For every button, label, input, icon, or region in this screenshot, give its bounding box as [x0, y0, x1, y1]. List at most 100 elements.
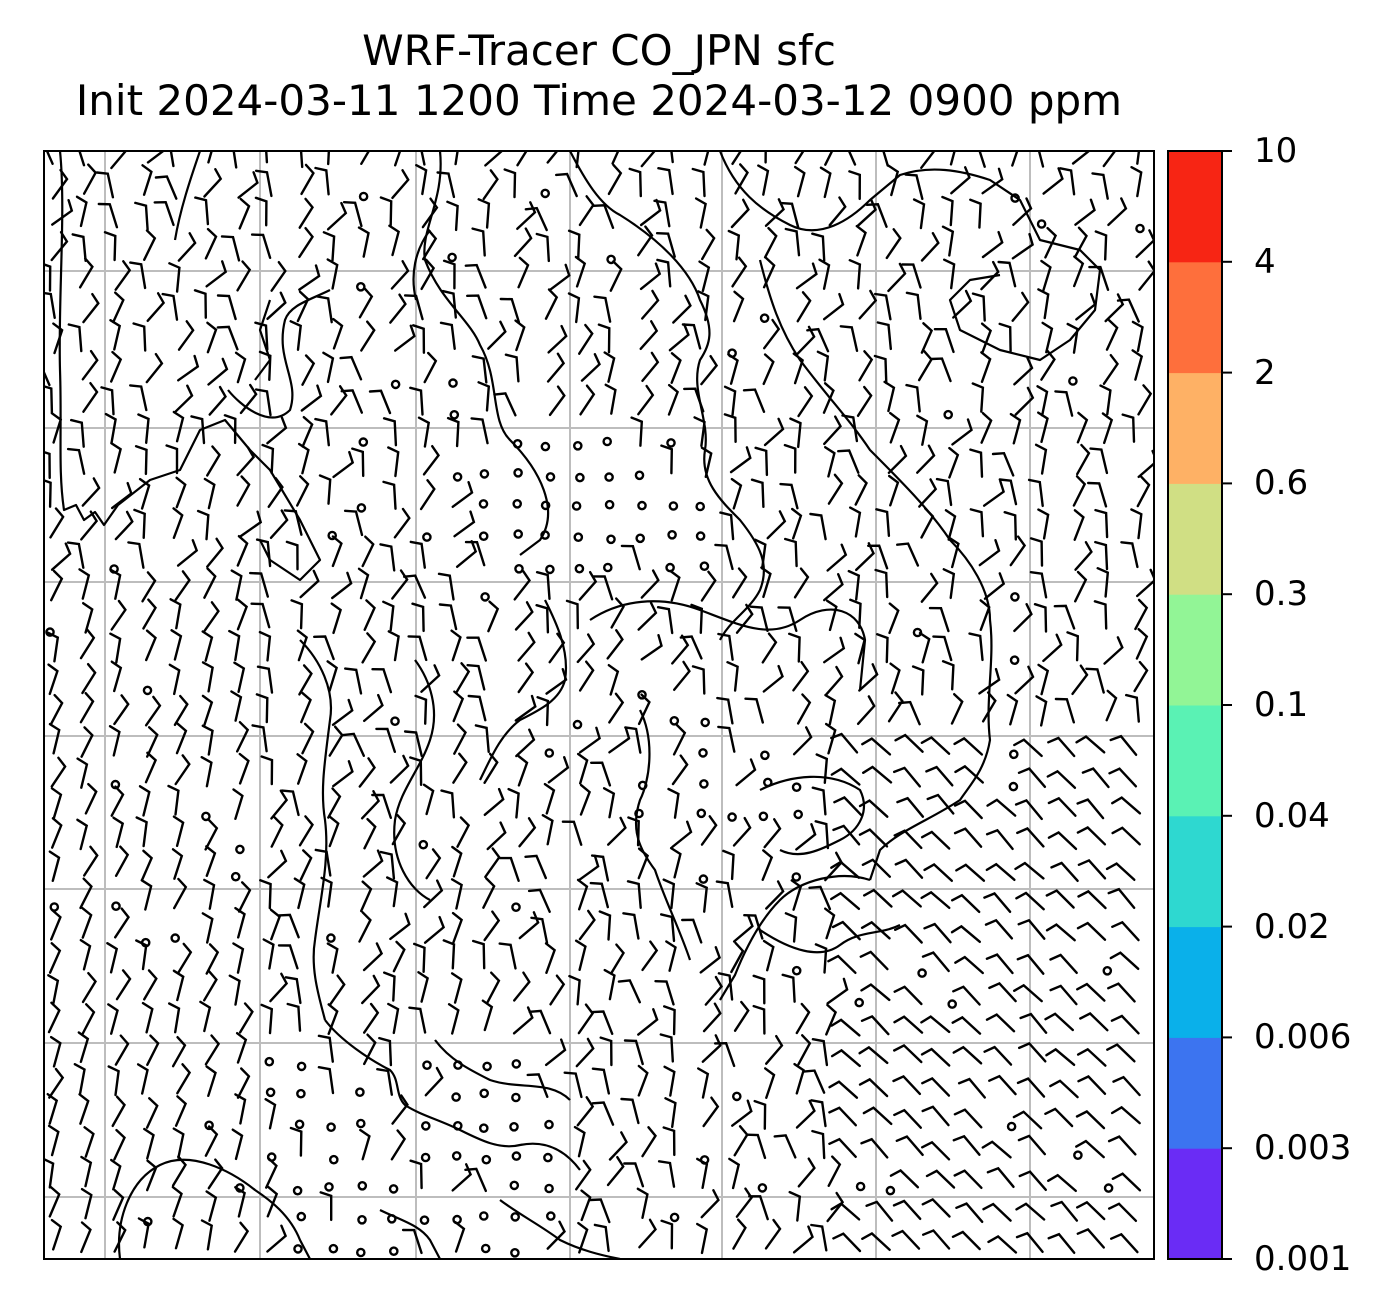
wind-barb	[1009, 412, 1022, 445]
wind-barb	[544, 288, 559, 320]
wind-barb	[1135, 628, 1149, 660]
wind-barb	[858, 828, 889, 848]
wind-barb	[744, 697, 764, 724]
wind-barb	[298, 227, 314, 259]
wind-barb	[50, 787, 63, 819]
wind-barb	[1076, 982, 1106, 1002]
wind-barb	[742, 388, 766, 413]
calm-circle	[545, 564, 555, 575]
calm-circle	[509, 1180, 520, 1191]
wind-barb	[141, 571, 157, 603]
wind-barb	[266, 1224, 288, 1253]
wind-barb	[1125, 693, 1140, 723]
wind-barb	[887, 262, 907, 293]
wind-barb	[387, 446, 400, 478]
wind-barb	[893, 829, 923, 850]
wind-barb	[326, 942, 339, 974]
wind-barb	[660, 444, 674, 475]
wind-barb	[330, 602, 343, 635]
wind-barb	[696, 1222, 709, 1255]
wind-barb	[140, 849, 154, 882]
wind-barb	[109, 319, 122, 351]
wind-barb	[232, 942, 245, 974]
wind-barb	[953, 799, 983, 820]
wind-barb	[1049, 984, 1078, 1006]
wind-barb	[792, 352, 805, 385]
wind-barb	[627, 816, 640, 847]
wind-barb	[1076, 1227, 1105, 1249]
wind-barb	[236, 598, 249, 631]
wind-barb	[235, 1032, 248, 1064]
wind-barb	[146, 151, 166, 164]
wind-barb	[238, 1002, 254, 1034]
wind-barb	[735, 603, 754, 634]
wind-barb	[177, 354, 200, 382]
wind-barb	[830, 1018, 861, 1037]
wind-barb	[528, 1009, 552, 1035]
wind-barb	[865, 203, 888, 228]
wind-barb	[299, 849, 313, 881]
wind-barb	[926, 793, 955, 815]
wind-barb	[573, 1125, 586, 1158]
calm-circle	[481, 1154, 492, 1165]
wind-barb	[269, 509, 289, 539]
coastline-segment	[254, 299, 272, 381]
wind-barb	[196, 509, 210, 541]
wind-barb	[51, 817, 63, 849]
calm-circle	[478, 1123, 489, 1133]
calm-circle	[170, 933, 180, 943]
wind-barb	[296, 475, 310, 507]
wind-barb	[953, 736, 984, 756]
wind-barb	[824, 907, 836, 940]
wind-barb	[732, 914, 754, 943]
wind-barb	[889, 662, 901, 695]
wind-barb	[978, 539, 1001, 567]
wind-barb	[47, 1001, 61, 1034]
wind-barb	[578, 323, 594, 355]
wind-barb	[1076, 798, 1105, 820]
wind-barb	[201, 630, 214, 662]
wind-barb	[655, 232, 676, 258]
wind-barb	[929, 357, 952, 383]
wind-barb	[239, 510, 263, 538]
wind-barb	[893, 1043, 923, 1064]
wind-barb	[951, 418, 973, 446]
wind-barb	[201, 694, 214, 727]
wind-barb	[420, 258, 436, 291]
wind-barb	[137, 413, 150, 444]
wind-barb	[660, 913, 676, 943]
wind-barb	[848, 259, 862, 290]
wind-barb	[544, 942, 557, 974]
wind-barb	[982, 1202, 1012, 1222]
wind-barb	[577, 752, 589, 785]
wind-barb	[175, 476, 187, 509]
wind-barb	[50, 231, 69, 262]
calm-circle	[265, 1087, 276, 1098]
wind-barb	[955, 1202, 984, 1223]
wind-barb	[663, 1065, 676, 1097]
wind-barb	[48, 850, 61, 882]
wind-barb	[1014, 665, 1035, 695]
wind-barb	[894, 733, 924, 753]
wind-barb	[622, 912, 640, 940]
wind-barb	[530, 916, 549, 944]
wind-barb	[1138, 260, 1154, 291]
wind-barb	[535, 232, 550, 263]
calm-circle	[634, 470, 645, 481]
wind-barb	[216, 294, 237, 321]
colorbar-segment	[1168, 483, 1222, 595]
colorbar-segment	[1168, 705, 1222, 817]
wind-barb	[717, 725, 736, 753]
wind-barb	[300, 691, 312, 724]
wind-barb	[606, 629, 624, 660]
wind-barb	[1016, 953, 1045, 975]
wind-barb	[48, 722, 61, 755]
wind-barb	[141, 1001, 154, 1034]
wind-barb	[969, 508, 985, 538]
wind-barb	[828, 1137, 857, 1158]
wind-barb	[228, 974, 241, 1006]
wind-barb	[697, 1067, 710, 1099]
wind-barb	[986, 1166, 1015, 1188]
wind-barb	[358, 757, 376, 788]
wind-barb	[1044, 226, 1058, 259]
